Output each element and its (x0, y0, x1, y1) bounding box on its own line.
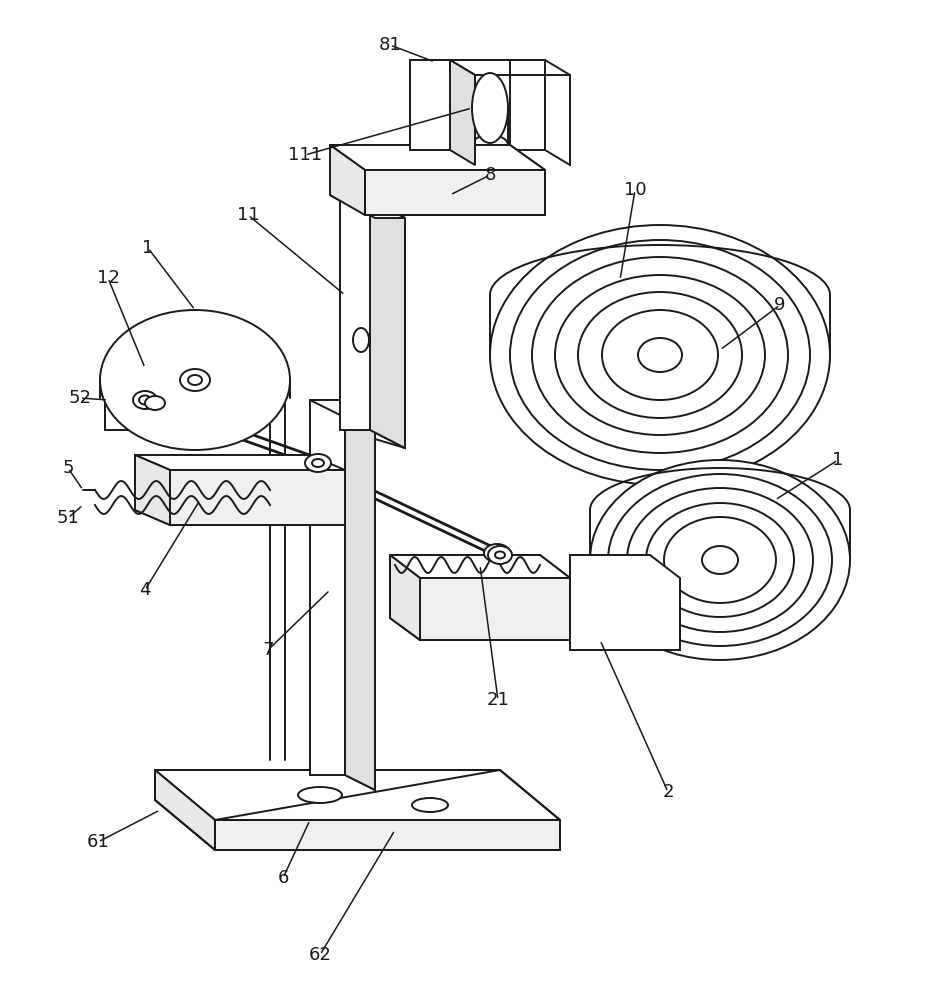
Text: 52: 52 (69, 389, 91, 407)
Ellipse shape (412, 798, 448, 812)
Polygon shape (340, 200, 370, 430)
Polygon shape (340, 200, 405, 218)
Ellipse shape (578, 292, 742, 418)
Ellipse shape (555, 275, 765, 435)
Ellipse shape (510, 240, 810, 470)
Ellipse shape (702, 546, 738, 574)
Ellipse shape (353, 328, 369, 352)
Ellipse shape (139, 395, 151, 404)
Ellipse shape (472, 73, 508, 143)
Polygon shape (410, 60, 450, 150)
Text: 10: 10 (624, 181, 646, 199)
Ellipse shape (298, 787, 342, 803)
Polygon shape (135, 455, 170, 525)
Polygon shape (420, 578, 570, 640)
Text: 9: 9 (774, 296, 785, 314)
Polygon shape (105, 368, 185, 380)
Polygon shape (310, 400, 375, 415)
Text: 6: 6 (277, 869, 288, 887)
Ellipse shape (305, 454, 331, 472)
Ellipse shape (590, 460, 850, 660)
Ellipse shape (133, 391, 157, 409)
Ellipse shape (484, 544, 510, 562)
Ellipse shape (155, 350, 235, 410)
Ellipse shape (100, 310, 290, 450)
Text: 111: 111 (288, 146, 322, 164)
Text: 21: 21 (486, 691, 509, 709)
Text: 61: 61 (87, 833, 109, 851)
Polygon shape (160, 368, 185, 442)
Text: 11: 11 (237, 206, 259, 224)
Ellipse shape (532, 257, 788, 453)
Text: 4: 4 (139, 581, 150, 599)
Ellipse shape (188, 375, 202, 385)
Text: 1: 1 (142, 239, 153, 257)
Text: 1: 1 (832, 451, 843, 469)
Text: 12: 12 (96, 269, 119, 287)
Ellipse shape (495, 552, 505, 558)
Text: 81: 81 (379, 36, 402, 54)
Text: 2: 2 (663, 783, 674, 801)
Text: 5: 5 (62, 459, 73, 477)
Text: 7: 7 (262, 641, 274, 659)
Ellipse shape (602, 310, 718, 400)
Ellipse shape (488, 546, 512, 564)
Text: 51: 51 (56, 509, 79, 527)
Text: 8: 8 (485, 166, 496, 184)
Ellipse shape (145, 396, 165, 410)
Ellipse shape (490, 225, 830, 485)
Polygon shape (105, 368, 160, 430)
Ellipse shape (638, 338, 682, 372)
Ellipse shape (608, 474, 832, 646)
Polygon shape (170, 470, 345, 525)
Ellipse shape (664, 517, 776, 603)
Ellipse shape (646, 503, 794, 617)
Polygon shape (370, 200, 405, 448)
Text: 62: 62 (308, 946, 331, 964)
Ellipse shape (627, 488, 813, 632)
Ellipse shape (127, 330, 263, 430)
Polygon shape (365, 170, 545, 215)
Polygon shape (450, 60, 475, 165)
Polygon shape (215, 820, 560, 850)
Ellipse shape (141, 340, 249, 420)
Ellipse shape (491, 549, 503, 557)
Ellipse shape (180, 369, 210, 391)
Polygon shape (390, 555, 570, 578)
Polygon shape (570, 555, 680, 650)
Ellipse shape (113, 320, 277, 440)
Polygon shape (390, 555, 420, 640)
Polygon shape (310, 400, 345, 775)
Polygon shape (155, 770, 560, 820)
Polygon shape (155, 770, 215, 850)
Polygon shape (330, 145, 545, 170)
Polygon shape (330, 145, 365, 215)
Polygon shape (345, 400, 375, 790)
Ellipse shape (312, 459, 324, 467)
Polygon shape (135, 455, 345, 470)
